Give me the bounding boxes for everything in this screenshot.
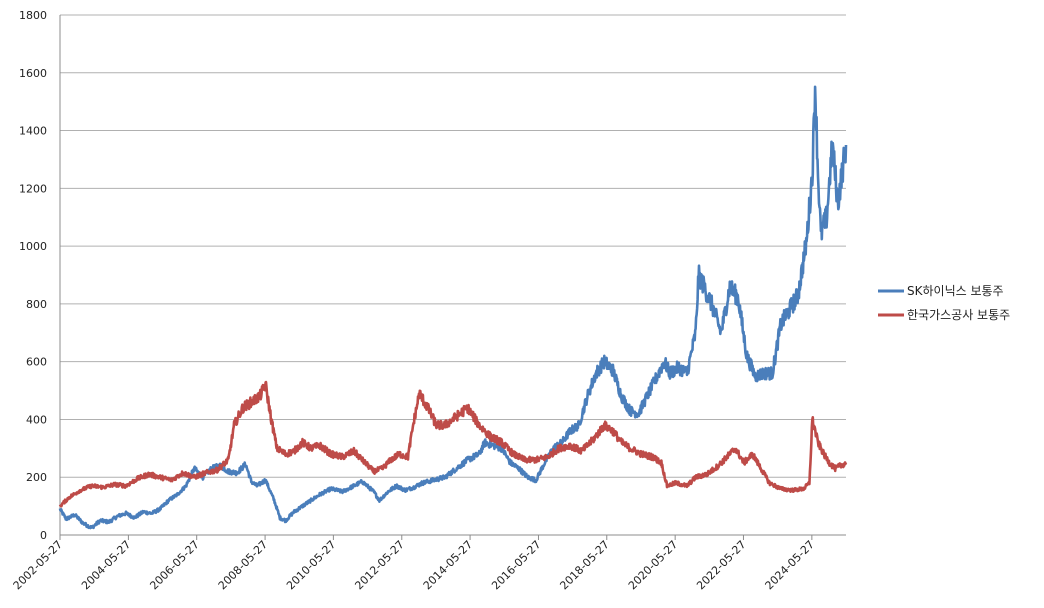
x-tick-label: 2008-05-27 bbox=[216, 538, 270, 592]
series-line-0 bbox=[58, 85, 848, 530]
y-tick-label: 400 bbox=[26, 413, 47, 426]
legend-label: 한국가스공사 보통주 bbox=[907, 308, 1010, 322]
gridlines bbox=[60, 14, 846, 478]
x-tick-label: 2012-05-27 bbox=[352, 538, 406, 592]
y-tick-label: 1200 bbox=[19, 182, 47, 195]
y-tick-label: 1000 bbox=[19, 240, 47, 253]
y-tick-labels: 0 200 400 600 800 1000 1200 1400 1600 1800 bbox=[19, 9, 47, 542]
x-tick-label: 2004-05-27 bbox=[79, 538, 133, 592]
y-tick-label: 600 bbox=[26, 356, 47, 369]
y-tick-label: 1600 bbox=[19, 67, 47, 80]
y-tick-label: 200 bbox=[26, 471, 47, 484]
x-tick-label: 2016-05-27 bbox=[489, 538, 543, 592]
x-tick-label: 2022-05-27 bbox=[694, 538, 748, 592]
y-tick-label: 1800 bbox=[19, 9, 47, 22]
x-tick-label: 2010-05-27 bbox=[284, 538, 338, 592]
legend-label: SK하이닉스 보통주 bbox=[907, 284, 1004, 298]
series-lines bbox=[58, 85, 848, 530]
y-tick-label: 0 bbox=[40, 529, 47, 542]
x-tick-label: 2006-05-27 bbox=[147, 538, 201, 592]
x-tick-label: 2014-05-27 bbox=[421, 538, 475, 592]
x-tick-label: 2024-05-27 bbox=[763, 538, 817, 592]
axes bbox=[59, 15, 846, 536]
x-tick-label: 2018-05-27 bbox=[557, 538, 611, 592]
x-tick-labels: 2002-05-27 2004-05-27 2006-05-27 2008-05-27… bbox=[11, 535, 817, 592]
y-tick-label: 800 bbox=[26, 298, 47, 311]
series-line-1 bbox=[58, 380, 848, 508]
x-tick-label: 2002-05-27 bbox=[11, 538, 65, 592]
x-tick-label: 2020-05-27 bbox=[626, 538, 680, 592]
y-tick-label: 1400 bbox=[19, 125, 47, 138]
